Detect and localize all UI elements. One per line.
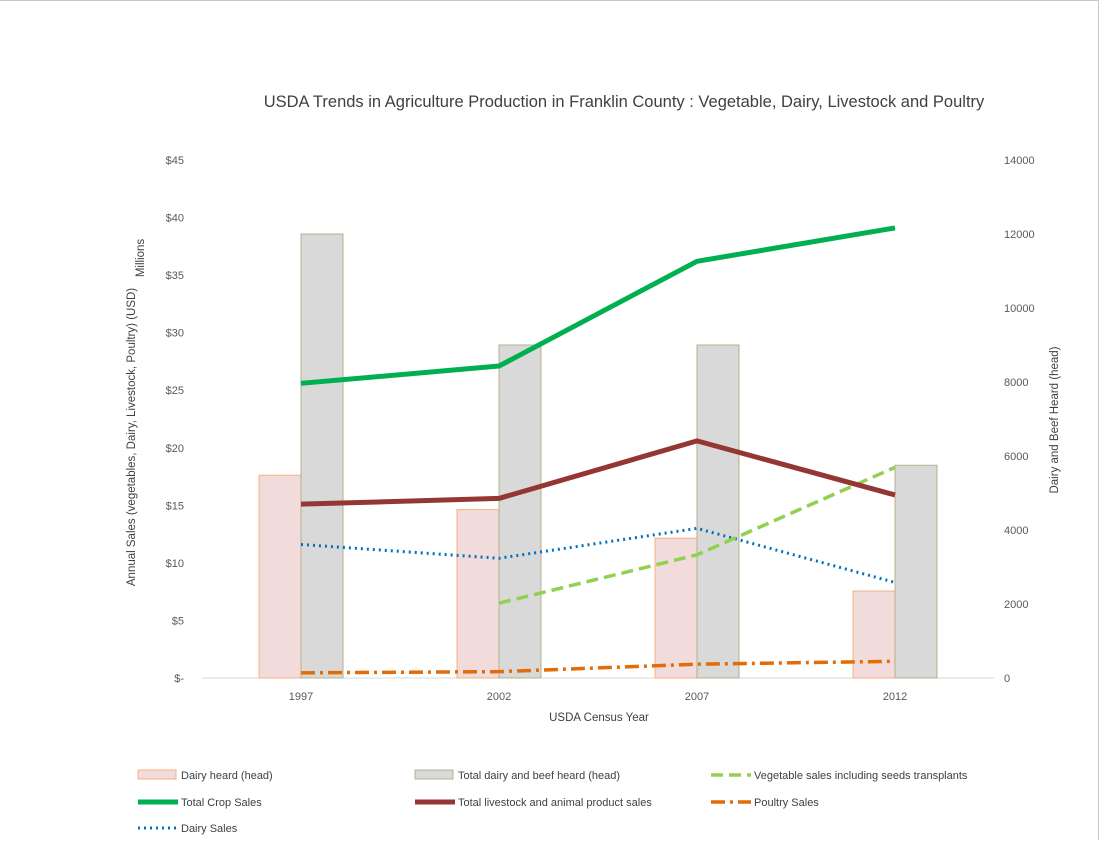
x-axis-title: USDA Census Year xyxy=(549,712,649,724)
left-axis-units: Millions xyxy=(135,239,147,278)
right-tick-label: 2000 xyxy=(1004,599,1028,611)
legend-label: Total dairy and beef heard (head) xyxy=(458,770,620,782)
right-tick-label: 0 xyxy=(1004,673,1010,685)
left-tick-label: $35 xyxy=(166,270,184,282)
total-crop-sales-line xyxy=(300,225,896,386)
left-tick-label: $5 xyxy=(172,615,184,627)
livestock-sales-line xyxy=(300,438,896,507)
total-herd-bar xyxy=(498,344,542,679)
left-tick-label: $25 xyxy=(166,385,184,397)
left-tick-label: $20 xyxy=(166,443,184,455)
legend-label: Total Crop Sales xyxy=(181,797,262,809)
x-tick-label: 2002 xyxy=(487,691,511,703)
legend-label: Vegetable sales including seeds transpla… xyxy=(754,770,968,782)
right-tick-label: 6000 xyxy=(1004,451,1028,463)
bars-layer xyxy=(258,233,938,679)
left-tick-label: $40 xyxy=(166,213,184,225)
x-tick-label: 2012 xyxy=(883,691,907,703)
total-herd-bar xyxy=(300,233,344,679)
vegetable-sales-line xyxy=(498,465,896,605)
left-tick-label: $15 xyxy=(166,500,184,512)
legend-label: Poultry Sales xyxy=(754,797,819,809)
left-tick-label: $45 xyxy=(166,155,184,167)
legend-label: Dairy heard (head) xyxy=(181,770,273,782)
right-tick-label: 8000 xyxy=(1004,377,1028,389)
right-tick-label: 12000 xyxy=(1004,229,1035,241)
dairy-herd-bar xyxy=(456,509,500,679)
poultry-sales-line xyxy=(300,659,896,675)
right-tick-label: 4000 xyxy=(1004,525,1028,537)
left-tick-label: $10 xyxy=(166,558,184,570)
dairy-herd-bar xyxy=(258,474,302,679)
chart-title: USDA Trends in Agriculture Production in… xyxy=(264,93,985,111)
legend-swatch xyxy=(137,769,177,780)
left-axis-title: Annual Sales (vegetables, Dairy, Livesto… xyxy=(126,288,138,586)
x-tick-label: 2007 xyxy=(685,691,709,703)
total-herd-bar xyxy=(696,344,740,679)
legend-swatch xyxy=(414,769,454,780)
left-tick-label: $- xyxy=(174,673,184,685)
right-axis-title: Dairy and Beef Heard (head) xyxy=(1049,346,1061,493)
dairy-sales-line xyxy=(300,526,896,584)
right-tick-label: 10000 xyxy=(1004,303,1035,315)
dairy-herd-bar xyxy=(852,590,896,679)
x-tick-label: 1997 xyxy=(289,691,313,703)
left-tick-label: $30 xyxy=(166,328,184,340)
legend-label: Dairy Sales xyxy=(181,823,238,835)
legend-label: Total livestock and animal product sales xyxy=(458,797,652,809)
total-herd-bar xyxy=(894,464,938,679)
axes-layer: $- $5 $10 $15 $20 $25 $30 $35 $40 $45 0 2000 4000 600… xyxy=(166,155,1035,703)
right-tick-label: 14000 xyxy=(1004,155,1035,167)
legend: Dairy heard (head) Total dairy and beef h… xyxy=(137,769,968,835)
lines-layer xyxy=(300,225,896,675)
